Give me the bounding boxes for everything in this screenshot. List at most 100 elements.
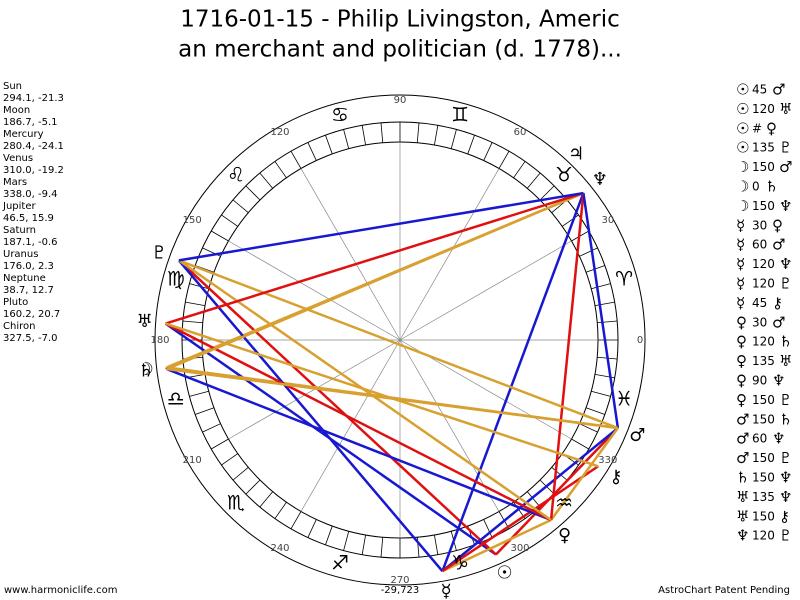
- ring-tick: [551, 466, 568, 481]
- outer-circle: [154, 94, 646, 586]
- spoke: [399, 168, 500, 341]
- aspect-line: [177, 259, 444, 572]
- aspect-line: [165, 322, 552, 522]
- planet-name: Pluto: [3, 297, 28, 308]
- aspect-angle: 120: [752, 257, 775, 271]
- planet-glyph: ♃: [568, 143, 584, 164]
- ring-tick: [361, 125, 367, 146]
- planet-glyph: ⚷: [609, 467, 622, 488]
- ring-tick: [245, 185, 261, 201]
- aspect-from: ☉: [736, 81, 749, 99]
- zodiac-sign: ♏: [227, 491, 245, 515]
- zodiac-sign: ♒: [555, 491, 573, 515]
- ring-tick: [245, 479, 261, 495]
- aspect-to: ♇: [779, 391, 792, 409]
- degree-label: 210: [183, 455, 202, 466]
- planet-name: Mercury: [3, 129, 44, 140]
- zodiac-sign: ♎: [167, 387, 185, 411]
- aspect-angle: 120: [752, 529, 775, 543]
- ring-tick: [526, 172, 541, 189]
- zodiac-sign: ♓: [615, 387, 633, 411]
- ring-tick: [380, 537, 384, 558]
- aspect-from: ☉: [736, 119, 749, 137]
- aspect-line: [495, 427, 619, 556]
- aspect-angle: 120: [752, 277, 775, 291]
- ring-tick: [211, 230, 229, 242]
- ring-tick: [259, 491, 274, 508]
- aspect-line: [441, 518, 552, 573]
- degree-label: 120: [270, 127, 289, 138]
- tick-ring: [182, 122, 618, 558]
- zodiac-sign: ♑: [451, 551, 469, 575]
- aspect-from: ☿: [736, 255, 745, 273]
- aspect-to: ♆: [779, 488, 792, 506]
- aspect-to: ♅: [779, 100, 792, 118]
- ring-tick: [579, 423, 598, 433]
- aspect-from: ♀: [736, 313, 747, 331]
- ring-tick: [307, 519, 317, 538]
- aspect-angle: #: [752, 121, 762, 135]
- aspect-angle: 150: [752, 412, 775, 426]
- ring-tick: [307, 142, 317, 161]
- spoke: [228, 240, 401, 341]
- aspect-to: ♇: [779, 275, 792, 293]
- ring-tick: [526, 491, 541, 508]
- aspect-from: ♀: [736, 352, 747, 370]
- aspect-angle: 135: [752, 490, 775, 504]
- degree-label: 60: [514, 127, 527, 138]
- planet-coords: 160.2, 20.7: [3, 309, 60, 320]
- planet-glyph: ♇: [151, 242, 167, 263]
- aspect-from: ☉: [736, 139, 749, 157]
- aspect-to: ♆: [772, 372, 785, 390]
- aspect-line: [441, 465, 599, 573]
- degree-label: 150: [183, 215, 202, 226]
- aspect-to: ♆: [772, 430, 785, 448]
- planet-coords: 186.7, -5.1: [3, 117, 58, 128]
- ring-tick: [416, 122, 420, 143]
- ring-tick: [325, 525, 333, 545]
- aspect-angle: 150: [752, 199, 775, 213]
- ring-tick: [513, 161, 526, 179]
- aspect-to: ♄: [779, 410, 792, 428]
- planet-name: Mars: [3, 177, 27, 188]
- spoke: [399, 339, 500, 512]
- ring-tick: [185, 301, 206, 307]
- aspect-line: [166, 367, 552, 522]
- spoke: [300, 339, 401, 512]
- aspect-to: ♆: [779, 469, 792, 487]
- ring-tick: [433, 125, 439, 146]
- degree-label: 180: [150, 335, 169, 346]
- planet-coords: 327.5, -7.0: [3, 333, 58, 344]
- aspect-from: ♀: [736, 372, 747, 390]
- ring-tick: [579, 247, 598, 257]
- aspect-to: ♇: [779, 527, 792, 545]
- ring-tick: [450, 129, 457, 149]
- ring-tick: [290, 511, 302, 529]
- aspect-line: [441, 427, 619, 573]
- planet-glyph: ♄: [138, 361, 154, 382]
- aspect-from: ♆: [736, 527, 749, 545]
- aspect-from: ♅: [736, 488, 749, 506]
- aspect-line: [550, 427, 619, 521]
- planet-glyph: ☿: [441, 581, 452, 600]
- aspect-to: ♂: [779, 158, 792, 176]
- aspect-angle: 30: [752, 315, 767, 329]
- ring-tick: [182, 320, 203, 324]
- ring-tick: [232, 466, 249, 481]
- ring-tick: [594, 373, 615, 379]
- zodiac-sign: ♐: [331, 551, 349, 575]
- aspect-line: [582, 192, 620, 429]
- aspect-to: ♅: [779, 352, 792, 370]
- aspect-from: ☿: [736, 275, 745, 293]
- planet-coords: 38.7, 12.7: [3, 285, 54, 296]
- aspect-angle: 45: [752, 296, 767, 310]
- aspect-to: ♆: [779, 255, 792, 273]
- zodiac-sign: ♋: [331, 102, 349, 126]
- aspect-angle: 30: [752, 218, 767, 232]
- aspect-from: ♀: [736, 391, 747, 409]
- aspect-from: ♂: [736, 410, 749, 428]
- ring-tick: [343, 531, 350, 551]
- aspect-angle: 135: [752, 141, 775, 155]
- zodiac-sign: ♊: [451, 102, 469, 126]
- aspect-angle: 150: [752, 451, 775, 465]
